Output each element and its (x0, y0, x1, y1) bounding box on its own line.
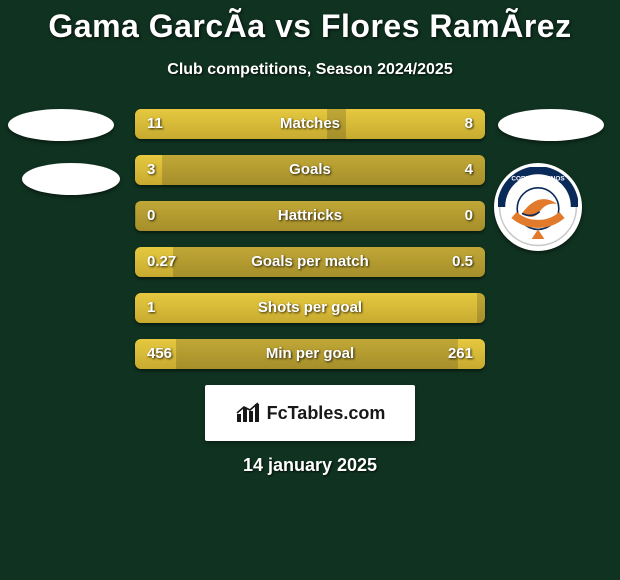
svg-text:CORRECAMINOS: CORRECAMINOS (511, 176, 565, 183)
stat-label: Hattricks (135, 201, 485, 231)
player-right-ellipse-top (498, 109, 604, 141)
chart-icon (235, 402, 261, 424)
stat-right-value: 4 (465, 155, 473, 185)
stat-label: Goals (135, 155, 485, 185)
stat-label: Goals per match (135, 247, 485, 277)
club-badge-right: CORRECAMINOS (494, 163, 582, 251)
comparison-stage: CORRECAMINOS 11Matches8 3Goals4 0Hattricks… (0, 109, 620, 476)
stat-right-value: 8 (465, 109, 473, 139)
stat-right-value: 0.5 (452, 247, 473, 277)
subtitle: Club competitions, Season 2024/2025 (0, 61, 620, 79)
stat-row: 1Shots per goal (135, 293, 485, 323)
stat-right-value: 261 (448, 339, 473, 369)
logo-text: FcTables.com (267, 403, 386, 424)
stat-row: 11Matches8 (135, 109, 485, 139)
player-left-ellipse-bottom (22, 163, 120, 195)
date-label: 14 january 2025 (0, 455, 620, 476)
player-left-ellipse-top (8, 109, 114, 141)
stat-bars: 11Matches8 3Goals4 0Hattricks0 0.27Goals pe… (135, 109, 485, 369)
stat-row: 0.27Goals per match0.5 (135, 247, 485, 277)
stat-right-value: 0 (465, 201, 473, 231)
stat-row: 3Goals4 (135, 155, 485, 185)
stat-row: 456Min per goal261 (135, 339, 485, 369)
stat-label: Min per goal (135, 339, 485, 369)
fctables-logo: FcTables.com (205, 385, 415, 441)
stat-label: Shots per goal (135, 293, 485, 323)
page-title: Gama GarcÃ­a vs Flores RamÃ­rez (0, 0, 620, 45)
stat-label: Matches (135, 109, 485, 139)
stat-row: 0Hattricks0 (135, 201, 485, 231)
club-badge-icon: CORRECAMINOS (498, 167, 578, 247)
